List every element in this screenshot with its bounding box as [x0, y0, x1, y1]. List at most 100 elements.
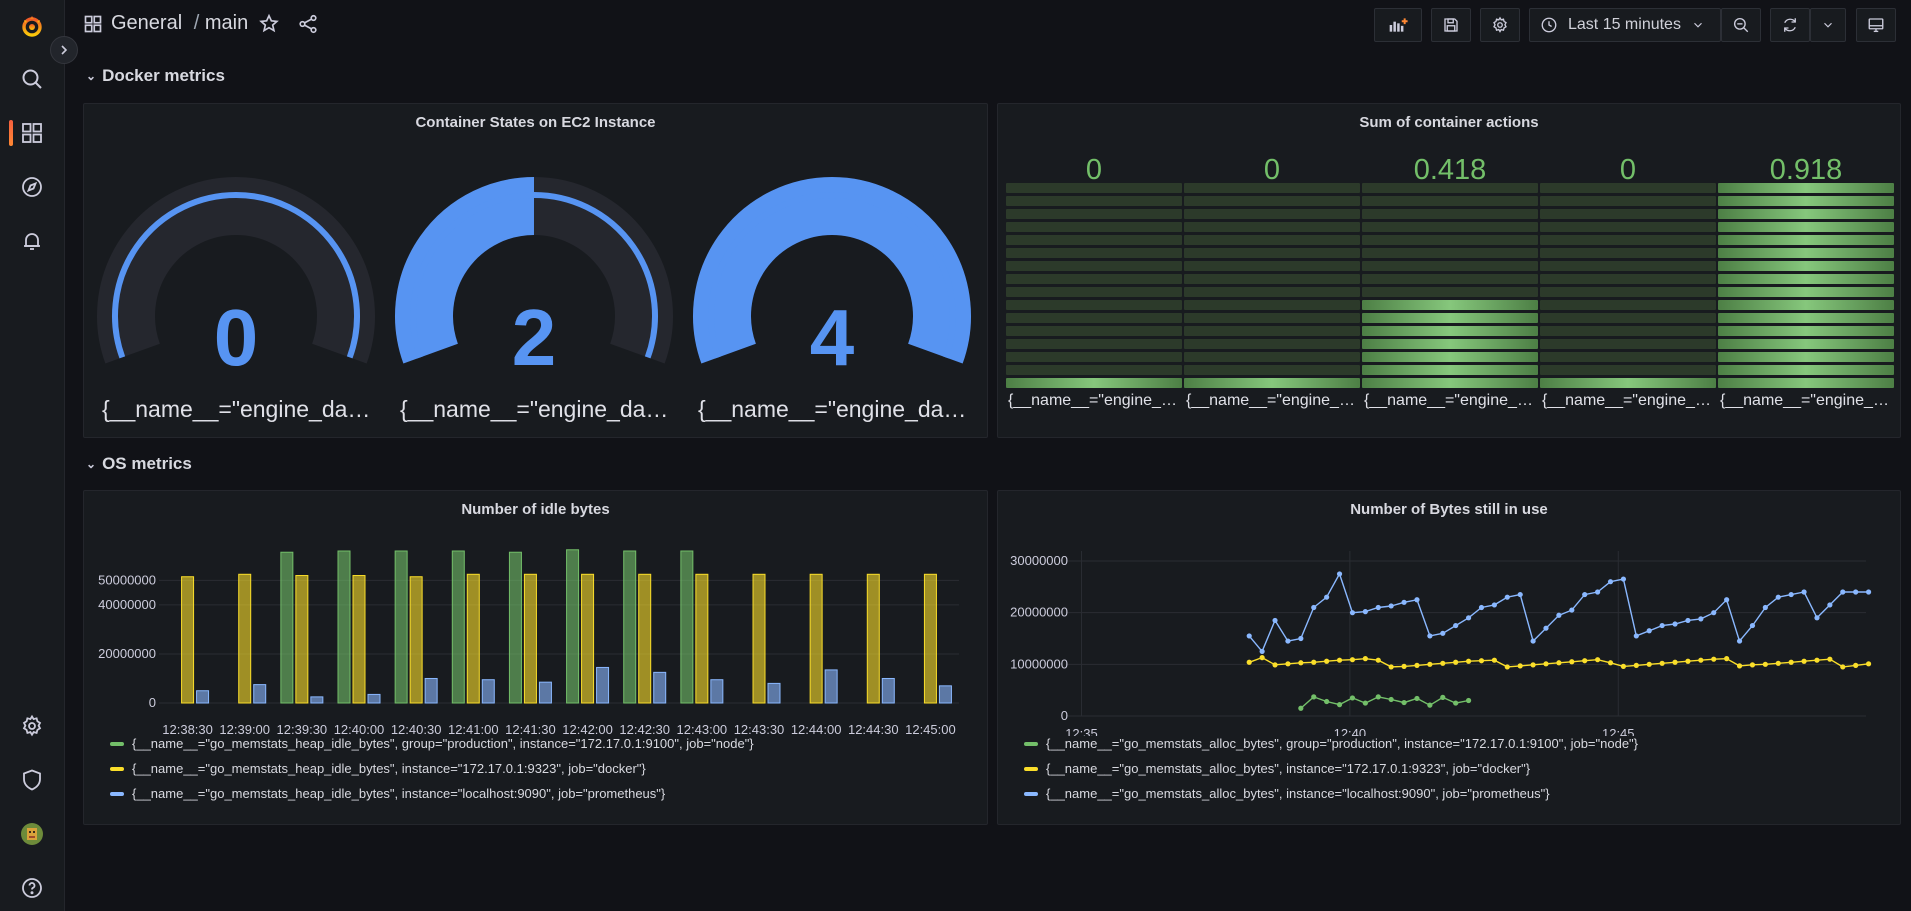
bar[interactable] — [866, 573, 880, 704]
time-picker-button[interactable]: Last 15 minutes — [1529, 8, 1721, 42]
data-point[interactable] — [1298, 635, 1304, 642]
data-point[interactable] — [1349, 610, 1356, 616]
data-point[interactable] — [1336, 702, 1343, 708]
panel-container-actions[interactable]: Sum of container actions 0 {__name__="en… — [997, 103, 1901, 438]
bar[interactable] — [481, 679, 495, 704]
data-point[interactable] — [1453, 700, 1459, 706]
data-point[interactable] — [1853, 589, 1859, 595]
data-point[interactable] — [1865, 661, 1872, 667]
share-icon[interactable] — [297, 13, 319, 35]
legend-item[interactable]: {__name__="go_memstats_alloc_bytes", ins… — [1024, 756, 1638, 781]
refresh-interval-dropdown[interactable] — [1810, 8, 1846, 42]
alerting-icon[interactable] — [18, 227, 46, 255]
data-point[interactable] — [1336, 571, 1343, 577]
data-point[interactable] — [1388, 603, 1394, 609]
data-point[interactable] — [1853, 662, 1859, 668]
data-point[interactable] — [1814, 615, 1820, 621]
data-point[interactable] — [1491, 657, 1497, 663]
bar[interactable] — [824, 669, 838, 704]
bar[interactable] — [596, 666, 610, 704]
data-point[interactable] — [1388, 696, 1394, 703]
legend-item[interactable]: {__name__="go_memstats_heap_idle_bytes",… — [110, 781, 754, 806]
data-point[interactable] — [1349, 657, 1356, 663]
data-point[interactable] — [1595, 589, 1601, 595]
data-point[interactable] — [1698, 657, 1704, 663]
data-point[interactable] — [1582, 658, 1588, 664]
data-point[interactable] — [1440, 660, 1446, 666]
data-point[interactable] — [1827, 656, 1833, 662]
data-point[interactable] — [1633, 633, 1639, 639]
data-point[interactable] — [1440, 694, 1446, 700]
bar[interactable] — [809, 573, 823, 704]
data-point[interactable] — [1646, 661, 1652, 667]
breadcrumb-dashboard[interactable]: main — [204, 12, 249, 34]
view-mode-button[interactable] — [1856, 8, 1896, 42]
data-point[interactable] — [1311, 659, 1317, 665]
data-point[interactable] — [1788, 659, 1794, 665]
data-point[interactable] — [1311, 604, 1317, 611]
data-point[interactable] — [1401, 699, 1407, 706]
data-point[interactable] — [1414, 662, 1420, 668]
data-point[interactable] — [1569, 607, 1575, 613]
bar[interactable] — [638, 573, 652, 704]
data-point[interactable] — [1595, 657, 1601, 663]
data-point[interactable] — [1375, 657, 1381, 663]
data-point[interactable] — [1840, 664, 1846, 670]
data-point[interactable] — [1840, 589, 1846, 595]
data-point[interactable] — [1324, 698, 1330, 705]
bar[interactable] — [367, 693, 381, 704]
data-point[interactable] — [1582, 591, 1588, 598]
data-point[interactable] — [1711, 610, 1717, 616]
data-point[interactable] — [1427, 702, 1433, 708]
bar[interactable] — [424, 677, 438, 704]
dashboard-settings-button[interactable] — [1480, 8, 1520, 42]
data-point[interactable] — [1375, 694, 1381, 700]
data-point[interactable] — [1440, 630, 1446, 636]
data-point[interactable] — [1478, 658, 1485, 664]
data-point[interactable] — [1711, 656, 1717, 662]
data-point[interactable] — [1724, 597, 1730, 603]
data-point[interactable] — [1375, 604, 1381, 611]
bar[interactable] — [310, 696, 324, 704]
data-point[interactable] — [1530, 638, 1536, 644]
bar[interactable] — [508, 551, 522, 704]
data-point[interactable] — [1698, 616, 1704, 622]
bar[interactable] — [581, 573, 595, 704]
data-point[interactable] — [1775, 660, 1781, 666]
bar[interactable] — [409, 576, 423, 704]
bar[interactable] — [466, 573, 480, 704]
data-point[interactable] — [1362, 656, 1368, 662]
data-point[interactable] — [1672, 621, 1678, 627]
data-point[interactable] — [1620, 576, 1627, 582]
data-point[interactable] — [1530, 662, 1536, 668]
data-point[interactable] — [1620, 663, 1627, 669]
data-point[interactable] — [1362, 609, 1368, 615]
data-point[interactable] — [1659, 622, 1665, 629]
data-point[interactable] — [1427, 633, 1433, 639]
bar[interactable] — [394, 550, 408, 704]
data-point[interactable] — [1556, 612, 1562, 618]
bar[interactable] — [337, 550, 351, 704]
bar[interactable] — [280, 551, 294, 704]
data-point[interactable] — [1285, 661, 1291, 667]
data-point[interactable] — [1801, 589, 1807, 595]
data-point[interactable] — [1517, 663, 1523, 669]
bar[interactable] — [538, 681, 552, 704]
data-point[interactable] — [1401, 663, 1407, 669]
bar[interactable] — [938, 685, 952, 704]
data-point[interactable] — [1749, 622, 1756, 629]
data-point[interactable] — [1646, 628, 1652, 634]
star-icon[interactable] — [258, 13, 280, 35]
data-point[interactable] — [1285, 638, 1291, 644]
data-point[interactable] — [1298, 660, 1304, 666]
data-point[interactable] — [1465, 697, 1472, 704]
data-point[interactable] — [1259, 655, 1265, 661]
row-os-metrics[interactable]: ⌄ OS metrics — [86, 454, 192, 474]
bar[interactable] — [181, 576, 195, 704]
data-point[interactable] — [1298, 705, 1304, 711]
bar[interactable] — [253, 684, 267, 704]
data-point[interactable] — [1246, 633, 1252, 639]
add-panel-button[interactable] — [1374, 8, 1422, 42]
data-point[interactable] — [1453, 659, 1459, 665]
server-admin-icon[interactable] — [18, 766, 46, 794]
